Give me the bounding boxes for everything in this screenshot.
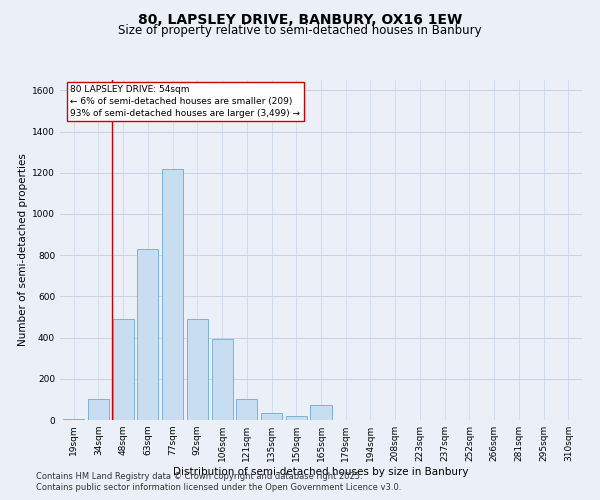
X-axis label: Distribution of semi-detached houses by size in Banbury: Distribution of semi-detached houses by … [173,467,469,477]
Text: 80, LAPSLEY DRIVE, BANBURY, OX16 1EW: 80, LAPSLEY DRIVE, BANBURY, OX16 1EW [138,12,462,26]
Bar [286,416,307,420]
Y-axis label: Number of semi-detached properties: Number of semi-detached properties [18,154,28,346]
Bar [187,319,208,420]
Bar [236,400,257,420]
Text: 80 LAPSLEY DRIVE: 54sqm
← 6% of semi-detached houses are smaller (209)
93% of se: 80 LAPSLEY DRIVE: 54sqm ← 6% of semi-det… [70,85,301,117]
Text: Contains public sector information licensed under the Open Government Licence v3: Contains public sector information licen… [36,484,401,492]
Bar [261,413,282,420]
Bar [212,338,233,420]
Bar [113,319,134,420]
Bar [162,168,183,420]
Text: Contains HM Land Registry data © Crown copyright and database right 2025.: Contains HM Land Registry data © Crown c… [36,472,362,481]
Bar [88,400,109,420]
Bar [310,404,332,420]
Text: Size of property relative to semi-detached houses in Banbury: Size of property relative to semi-detach… [118,24,482,37]
Bar [63,419,84,420]
Bar [137,249,158,420]
